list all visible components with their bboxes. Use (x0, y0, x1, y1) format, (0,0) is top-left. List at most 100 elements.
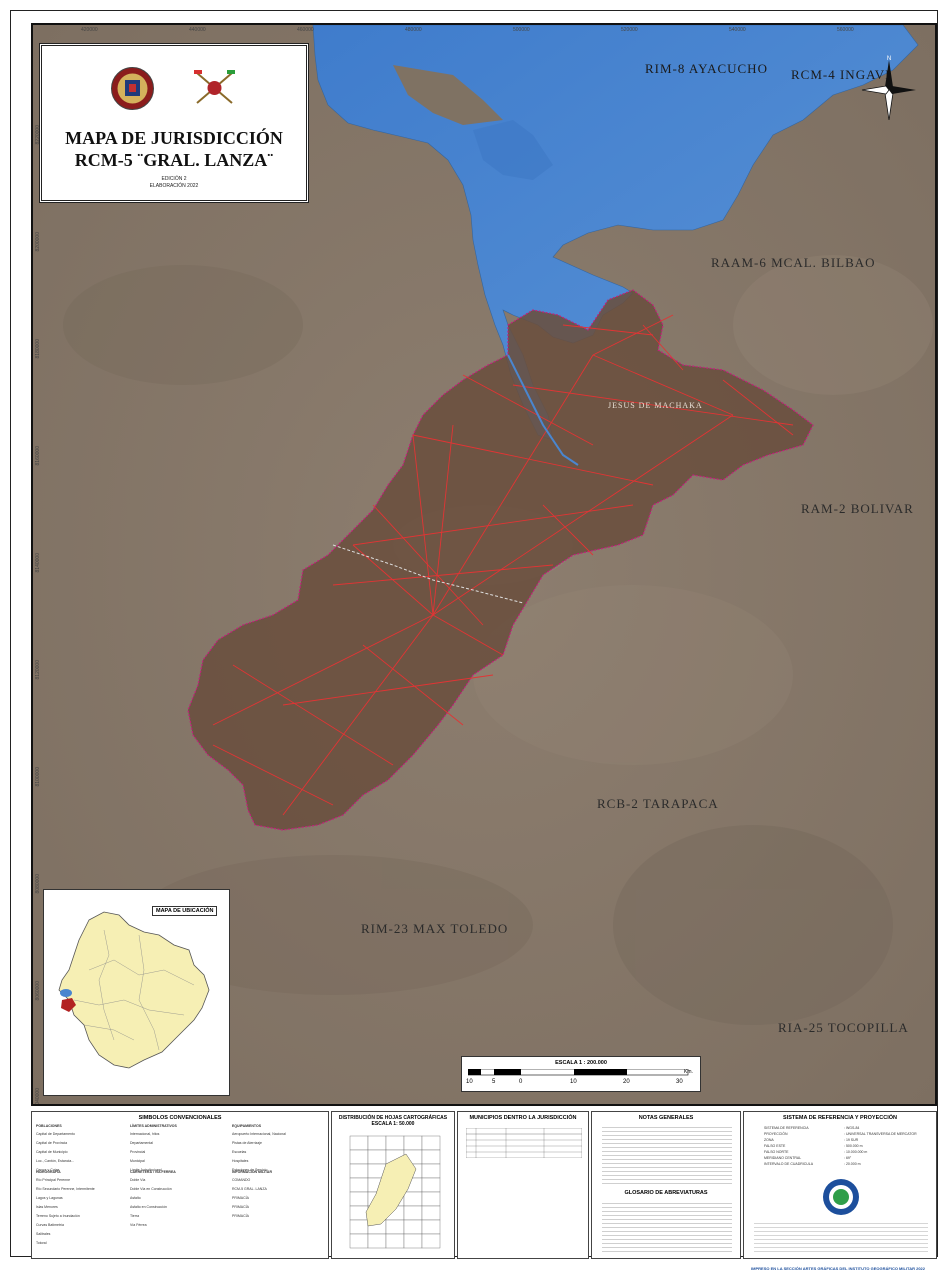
projection-item: FALSO NORTE (764, 1150, 789, 1154)
railway-line (332, 544, 524, 604)
grid-coordinate-left: 8120000 (35, 660, 41, 680)
sheet-cell (349, 1177, 369, 1193)
road-segment (592, 354, 734, 416)
legend-item: Pistas de Aterrizaje (232, 1141, 262, 1145)
legend-item: Provincial (130, 1150, 146, 1154)
road-segment (642, 324, 684, 371)
road-segment (432, 354, 594, 616)
legend-projection: SISTEMA DE REFERENCIA Y PROYECCIÓN SISTE… (743, 1111, 937, 1259)
sheet-cell (385, 1135, 405, 1151)
grid-coordinate-top: 560000 (837, 27, 854, 33)
scale-unit: Km. (684, 1069, 693, 1075)
projection-title: SISTEMA DE REFERENCIA Y PROYECCIÓN (783, 1115, 897, 1121)
sheet-cell (349, 1233, 369, 1249)
sheet-cell (403, 1135, 423, 1151)
projection-item: ZONA (764, 1138, 774, 1142)
grid-coordinate-top: 420000 (81, 27, 98, 33)
projection-item: PROYECCIÓN (764, 1132, 788, 1136)
grid-coordinate-left: 8100000 (35, 767, 41, 787)
legend-item: Asfalto (130, 1196, 141, 1200)
print-footer: IMPRESO EN LA SECCIÓN ARTES GRÁFICAS DEL… (751, 1266, 925, 1271)
scale-tick-2: 5 (492, 1079, 496, 1085)
army-emblem-icon (111, 67, 154, 110)
sheet-cell (421, 1177, 441, 1193)
location-map-title: MAPA DE UBICACIÓN (152, 906, 218, 916)
road-segment (412, 434, 654, 486)
location-map: MAPA DE UBICACIÓN (43, 889, 230, 1096)
scale-graphic (468, 1069, 689, 1076)
legend-sheet-distribution: DISTRIBUCIÓN DE HOJAS CARTOGRÁFICAS ESCA… (331, 1111, 455, 1259)
unit-label-rcm4: RCM-4 INGAVI (791, 67, 891, 82)
legend-item: Río Principal Perenne (36, 1178, 71, 1182)
sheet-cell (349, 1219, 369, 1235)
legend-item: Doble Vía en Construcción (130, 1187, 172, 1191)
legend-item: Totoral (36, 1241, 47, 1245)
legend-item: Internacional, hitos (130, 1132, 160, 1136)
grid-coordinate-left: 8180000 (35, 339, 41, 359)
sheet-cell (403, 1219, 423, 1235)
sheet-cell (421, 1149, 441, 1165)
scale-tick-5: 20 (623, 1079, 630, 1085)
legend-item: Loc., Cantón, Estancia... (36, 1159, 75, 1163)
projection-value: : 10.000.000 m (844, 1150, 868, 1154)
sheet-cell (367, 1233, 387, 1249)
projection-value: : UNIVERSAL TRANSVERSA DE MERCATOR (844, 1132, 917, 1136)
projection-item: FALSO ESTE (764, 1144, 786, 1148)
unit-label-rim23: RIM-23 MAX TOLEDO (361, 921, 509, 936)
unit-label-ram2: RAM-2 BOLIVAR (801, 501, 914, 516)
sheet-cell (421, 1233, 441, 1249)
projection-value: : 20.000 m (844, 1162, 861, 1166)
legend-item: Curvas Batimetría (36, 1223, 65, 1227)
title-block: MAPA DE JURISDICCIÓN RCM-5 ¨GRAL. LANZA¨… (39, 43, 309, 203)
notes-title: NOTAS GENERALES (638, 1115, 694, 1121)
sheet-cell (403, 1191, 423, 1207)
map-sheet: 420000 440000 460000 480000 500000 520000 5400… (10, 10, 938, 1271)
sheet-cell (385, 1233, 405, 1249)
glossary-title: GLOSARIO DE ABREVIATURAS (624, 1190, 708, 1196)
unit-emblem-icon (194, 70, 235, 104)
legend-item: Capital de Provincia (36, 1141, 68, 1145)
legend-roads-heading: CARRETERA / VÍA FERREA (130, 1170, 176, 1174)
sheet-cell (421, 1219, 441, 1235)
area-label: JESUS DE MACHAKA (608, 401, 703, 410)
sheet-cell (349, 1191, 369, 1207)
river-desaguadero (507, 354, 579, 466)
jurisdiction-location-marker (61, 998, 76, 1012)
projection-value: : 69° (844, 1156, 852, 1160)
road-segment (232, 664, 394, 766)
legend-item: Hospitales (232, 1159, 249, 1163)
grid-coordinate-top: 440000 (189, 27, 206, 33)
grid-coordinate-top: 520000 (621, 27, 638, 33)
legend-area: SIMBOLOS CONVENCIONALES POBLACIONES Capi… (31, 1111, 937, 1261)
grid-coordinate-left: 8160000 (35, 446, 41, 466)
legend-item: Tierra (130, 1214, 140, 1218)
road-segment (542, 504, 594, 556)
legend-item: Islas Menores (36, 1205, 58, 1209)
glossary-text-block (602, 1200, 732, 1255)
road-segment (362, 644, 464, 726)
sheet-cell (349, 1149, 369, 1165)
road-network (212, 314, 794, 816)
sheet-cell (421, 1205, 441, 1221)
legend-item: PRIMACÍA (232, 1196, 249, 1200)
road-segment (332, 564, 554, 586)
sheet-cell (367, 1149, 387, 1165)
road-segment (352, 544, 434, 616)
road-segment (432, 614, 504, 656)
road-segment (412, 434, 434, 616)
sheet-cell (403, 1233, 423, 1249)
sheet-cell (421, 1163, 441, 1179)
road-segment (432, 424, 454, 616)
legend-item: Estaciones de Servicio (232, 1168, 268, 1172)
legend-item: Río Secundario Perenne, Intermitente (36, 1187, 95, 1191)
scale-tick-4: 10 (570, 1079, 577, 1085)
road-segment (512, 384, 794, 426)
map-title: MAPA DE JURISDICCIÓN (65, 128, 283, 148)
unit-label-rim8: RIM-8 AYACUCHO (645, 61, 768, 76)
road-segment (212, 614, 434, 726)
sheet-cell (385, 1219, 405, 1235)
sheet-cell (421, 1135, 441, 1151)
road-segment (462, 374, 594, 446)
grid-coordinate-left: 8140000 (35, 553, 41, 573)
legend-limits-heading: LÍMITES ADMINISTRATIVOS (130, 1124, 177, 1128)
